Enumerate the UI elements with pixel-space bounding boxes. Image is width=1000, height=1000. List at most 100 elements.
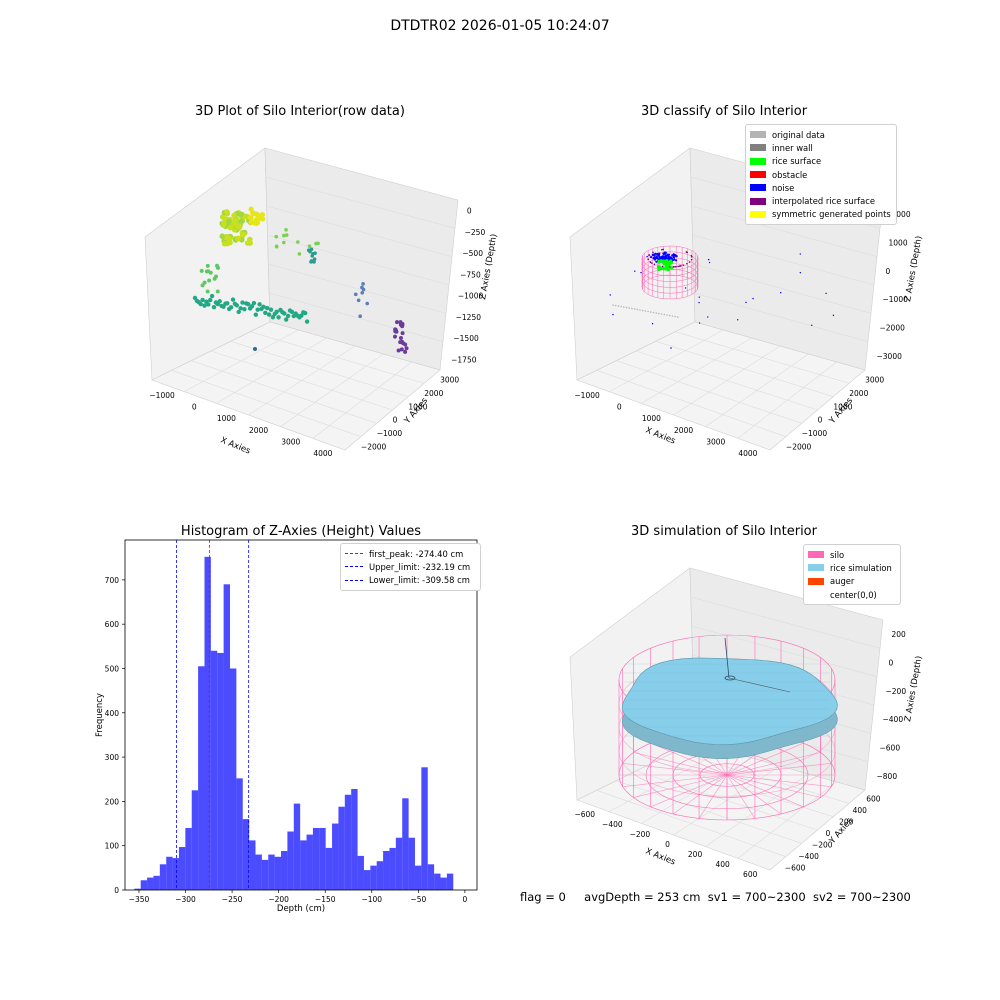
scatter-point — [661, 255, 664, 258]
histogram-bar — [242, 819, 250, 890]
chart3-title: Histogram of Z-Axies (Height) Values — [180, 524, 422, 539]
histogram-bar — [229, 668, 237, 890]
scatter-point — [650, 311, 652, 313]
histogram-bar — [223, 584, 230, 890]
scatter-point — [361, 282, 365, 286]
histogram-bar — [338, 806, 345, 890]
scatter-point — [686, 262, 688, 265]
histogram-bar — [306, 834, 313, 890]
scatter-point — [640, 271, 642, 274]
scatter-point — [198, 301, 203, 307]
legend-item: inner wall — [750, 141, 892, 154]
histogram-bar — [434, 873, 441, 890]
scatter-point — [832, 314, 835, 317]
scatter-point — [261, 304, 266, 310]
scatter-point — [660, 313, 663, 315]
scatter-point — [253, 312, 258, 317]
scatter-point — [674, 315, 676, 318]
scatter-point — [233, 222, 240, 229]
scatter-point — [698, 296, 700, 298]
p1-y-tick: 1000 — [408, 402, 427, 411]
histogram-bar — [440, 877, 447, 890]
legend-item: Upper_limit: -232.19 cm — [345, 560, 476, 573]
legend-item: rice surface — [750, 155, 892, 168]
scatter-point — [670, 347, 672, 349]
scatter-point — [614, 304, 617, 307]
scatter-point — [240, 231, 247, 238]
histogram-bar — [198, 666, 205, 890]
scatter-point — [205, 263, 210, 268]
x-tick-label: −250 — [222, 895, 243, 904]
chart4-x-label: X Axies — [644, 847, 677, 868]
scatter-point — [263, 310, 268, 316]
p4-z-tick: −400 — [883, 715, 904, 724]
scatter-point — [253, 347, 257, 351]
scatter-point — [255, 307, 260, 312]
scatter-point — [200, 297, 205, 303]
scatter-point — [663, 313, 666, 316]
scatter-point — [400, 324, 405, 329]
scatter-point — [684, 287, 687, 289]
scatter-point — [249, 304, 255, 309]
scatter-point — [393, 334, 398, 339]
p2-x-tick: 3000 — [706, 438, 725, 447]
y-tick-label: 200 — [105, 797, 120, 806]
scatter-point — [648, 254, 651, 256]
chart2-y-ticks: −2000 −1000 0 1000 2000 3000 — [786, 376, 884, 452]
p4-grid-line — [690, 596, 881, 649]
legend-swatch — [750, 131, 766, 139]
scatter-point — [249, 219, 255, 225]
scatter-point — [633, 308, 636, 310]
status-flag: flag = 0 — [520, 890, 566, 904]
scatter-point — [666, 257, 669, 260]
scatter-point — [282, 311, 287, 316]
p1-y-tick: −1000 — [377, 429, 403, 438]
scatter-point — [670, 257, 673, 260]
scatter-point — [690, 254, 693, 257]
scatter-point — [707, 258, 710, 261]
legend-swatch — [750, 144, 766, 152]
histogram-bar — [376, 861, 384, 890]
scatter-point — [312, 257, 317, 261]
scatter-point — [265, 305, 270, 311]
histogram-bar — [344, 794, 352, 890]
legend-swatch — [750, 171, 766, 179]
scatter-point — [234, 303, 239, 308]
scatter-point — [395, 320, 400, 325]
scatter-point — [662, 261, 666, 266]
scatter-point — [666, 261, 671, 266]
histogram-bar — [395, 837, 403, 890]
legend-label: interpolated rice surface — [772, 196, 875, 207]
legend-item: Lower_limit: -309.58 cm — [345, 574, 476, 587]
p4-y-tick: −200 — [812, 840, 833, 849]
p1-x-tick: 2000 — [249, 426, 268, 435]
x-tick-label: −200 — [268, 895, 289, 904]
p1-x-tick: −1000 — [149, 391, 175, 400]
scatter-point — [253, 220, 260, 227]
p2-y-tick: 1000 — [833, 402, 852, 411]
scatter-point — [358, 314, 363, 319]
histogram-bar — [236, 778, 243, 890]
p2-z-tick: 0 — [886, 267, 891, 276]
chart2-title: 3D classify of Silo Interior — [640, 104, 808, 119]
scatter-point — [208, 297, 213, 303]
p1-x-tick: 3000 — [281, 438, 300, 447]
histogram-bar — [414, 865, 422, 890]
scatter-point — [799, 253, 801, 255]
scatter-point — [211, 304, 217, 310]
chart1-x-label: X Axies — [219, 436, 252, 457]
histogram-bar — [383, 851, 390, 890]
y-tick-label: 0 — [114, 886, 119, 895]
scatter-point — [662, 248, 665, 251]
chart1-z-label: Z Axies (Depth) — [478, 233, 499, 300]
scatter-point — [669, 266, 674, 270]
scatter-point — [230, 297, 236, 302]
chart2-3d-scatter: −1000 0 1000 2000 3000 4000 −2000 −1000 0 1000 20… — [569, 147, 925, 458]
legend-swatch — [750, 210, 766, 218]
scatter-point — [284, 227, 288, 232]
legend-item: rice simulation — [808, 561, 896, 574]
histogram-bar — [204, 556, 211, 890]
histogram-bar — [261, 859, 269, 890]
legend-item: symmetric generated points — [750, 208, 892, 221]
scatter-point — [623, 306, 625, 308]
